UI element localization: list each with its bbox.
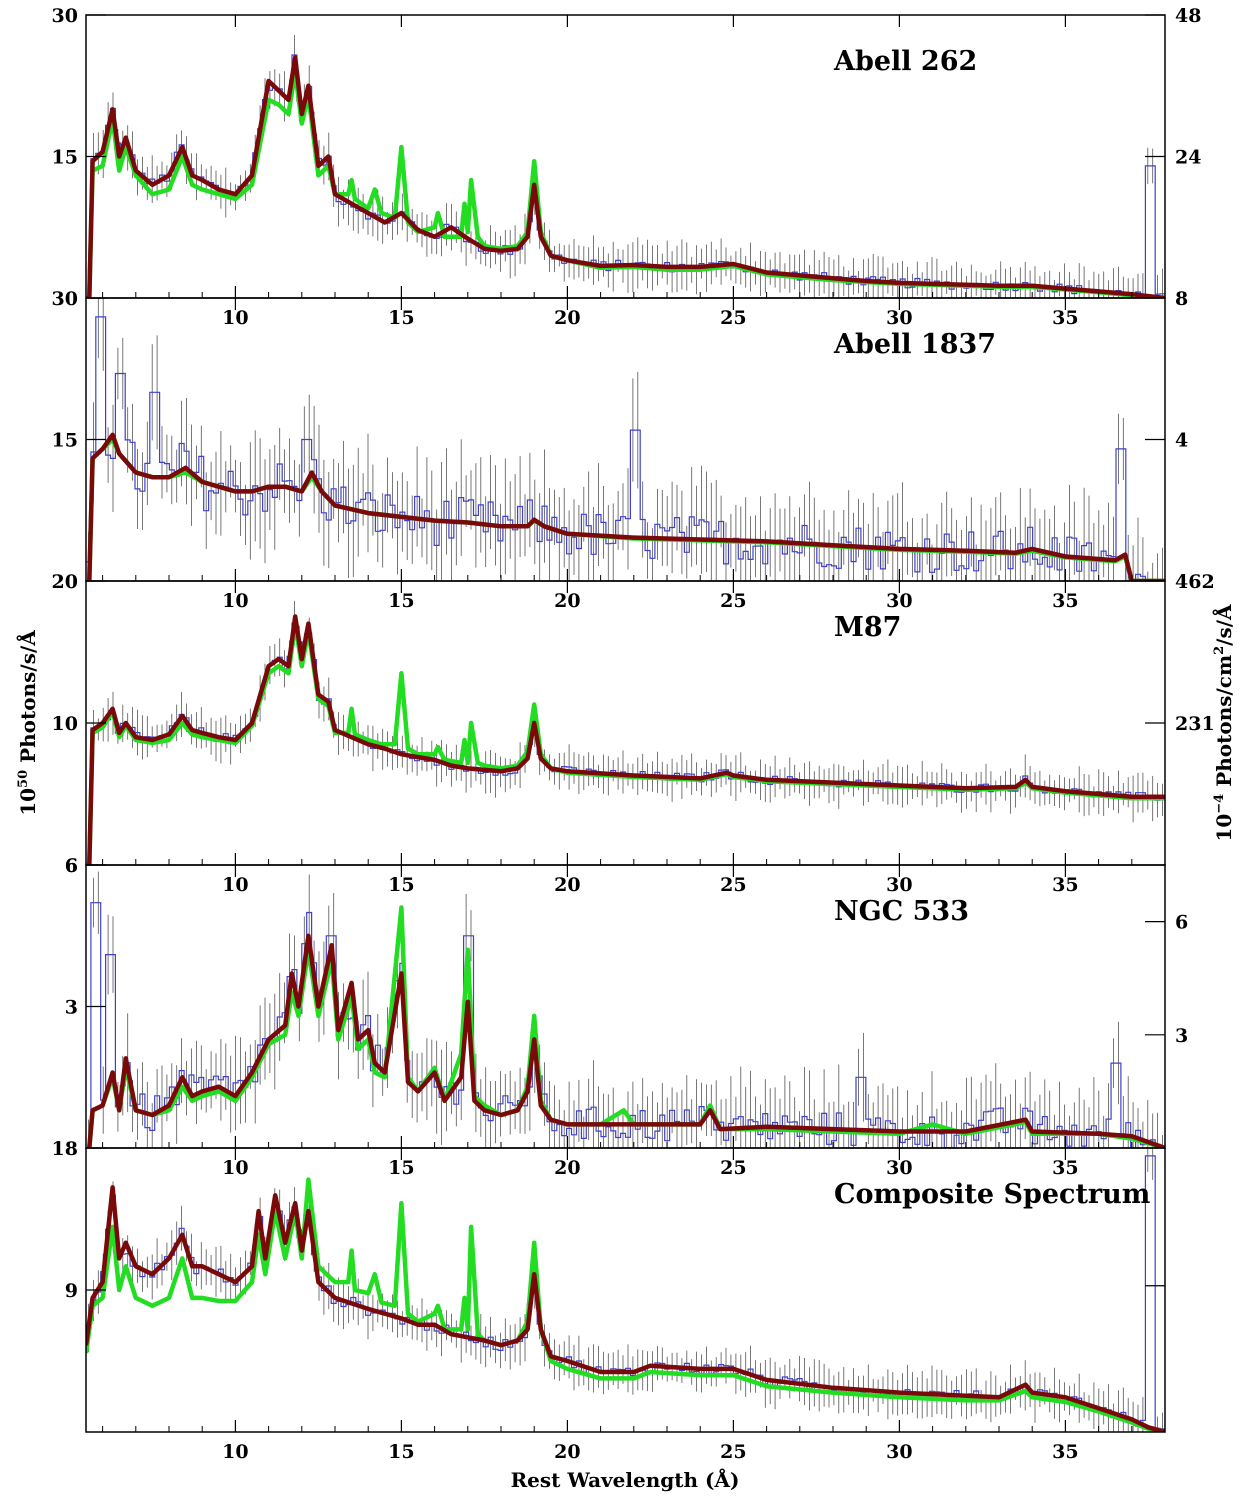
left-tick-label: 30 bbox=[52, 5, 78, 27]
y-axis-right-title-base: 10 bbox=[1212, 814, 1236, 842]
data-histogram bbox=[86, 316, 1165, 581]
left-tick-label: 15 bbox=[52, 147, 78, 169]
model-red-line bbox=[87, 432, 1165, 581]
x-tick-label: 35 bbox=[1052, 307, 1078, 329]
x-tick-label: 30 bbox=[886, 590, 912, 612]
x-tick-label: 25 bbox=[720, 1441, 746, 1463]
left-tick-label: 6 bbox=[65, 855, 78, 877]
x-tick-label: 20 bbox=[554, 590, 580, 612]
x-tick-label: 15 bbox=[388, 1157, 414, 1179]
x-tick-label: 35 bbox=[1052, 1441, 1078, 1463]
x-tick-label: 35 bbox=[1052, 874, 1078, 896]
data-errorbars bbox=[88, 871, 1163, 1148]
panel-title: NGC 533 bbox=[834, 896, 969, 927]
model-green-line bbox=[87, 621, 1165, 865]
right-tick-label: 24 bbox=[1175, 147, 1201, 169]
panel-1: 10 15 20 25 30 35 30 15 48 24 Abell 262 bbox=[52, 5, 1202, 329]
x-tick-label: 15 bbox=[388, 874, 414, 896]
x-tick-label: 20 bbox=[554, 874, 580, 896]
y-axis-left-title-base: 10 bbox=[16, 788, 40, 816]
x-tick-label: 20 bbox=[554, 1441, 580, 1463]
x-tick-label: 25 bbox=[720, 874, 746, 896]
x-tick-label: 25 bbox=[720, 1157, 746, 1179]
model-red-line bbox=[87, 55, 1165, 298]
model-red-line bbox=[87, 933, 1165, 1148]
y-axis-right-title-unit: Photons/cm bbox=[1212, 655, 1236, 794]
x-tick-label: 30 bbox=[886, 1157, 912, 1179]
y-axis-right-title-exponent: −4 bbox=[1212, 794, 1227, 814]
x-tick-label: 30 bbox=[886, 1441, 912, 1463]
data-histogram bbox=[86, 622, 1165, 864]
y-axis-left-title: 1050 Photons/s/Å bbox=[16, 630, 40, 816]
y-axis-right-title: 10−4 Photons/cm2/s/Å bbox=[1212, 604, 1236, 842]
x-tick-label: 35 bbox=[1052, 1157, 1078, 1179]
right-tick-label: 8 bbox=[1175, 288, 1188, 310]
panel-plot-area-1 bbox=[86, 35, 1165, 298]
right-tick-label: 6 bbox=[1175, 912, 1188, 934]
left-tick-label: 3 bbox=[65, 997, 78, 1019]
left-tick-label: 20 bbox=[52, 571, 78, 593]
x-tick-label: 20 bbox=[554, 1157, 580, 1179]
panel-4: 10 15 20 25 30 35 6 3 6 3 NGC 533 bbox=[65, 855, 1188, 1179]
y-axis-left-title-unit: Photons/s/Å bbox=[16, 630, 40, 770]
x-tick-label: 15 bbox=[388, 590, 414, 612]
x-tick-label: 15 bbox=[388, 307, 414, 329]
x-tick-label: 20 bbox=[554, 307, 580, 329]
y-axis-right-title-unit-end: /s/Å bbox=[1212, 604, 1236, 646]
left-tick-label: 18 bbox=[52, 1138, 78, 1160]
data-errorbars bbox=[88, 35, 1163, 298]
x-tick-label: 35 bbox=[1052, 590, 1078, 612]
x-tick-label: 15 bbox=[388, 1441, 414, 1463]
panel-3: 10 15 20 25 30 35 20 10 6 462 231 M87 bbox=[52, 571, 1215, 896]
left-tick-label: 30 bbox=[52, 288, 78, 310]
data-errorbars bbox=[88, 600, 1163, 865]
model-red-line bbox=[86, 1185, 1165, 1432]
x-tick-label: 10 bbox=[222, 874, 248, 896]
panel-title: Composite Spectrum bbox=[834, 1179, 1150, 1210]
left-tick-label: 10 bbox=[52, 713, 78, 735]
model-red-line bbox=[87, 614, 1165, 865]
left-tick-label: 6 bbox=[65, 855, 78, 877]
right-tick-label: 231 bbox=[1175, 713, 1215, 735]
x-tick-label: 25 bbox=[720, 307, 746, 329]
panel-plot-area-2 bbox=[86, 298, 1165, 581]
panel-plot-area-3 bbox=[86, 600, 1165, 865]
panel-title: Abell 262 bbox=[833, 46, 977, 77]
data-histogram bbox=[86, 54, 1165, 298]
labels-layer: Rest Wavelength (Å) 1050 Photons/s/Å 10−… bbox=[16, 604, 1236, 1492]
left-tick-label: 15 bbox=[52, 430, 78, 452]
panel-2: 10 15 20 25 30 35 30 15 8 4 Abell 1837 bbox=[52, 288, 1189, 612]
panel-title: M87 bbox=[834, 612, 901, 643]
left-tick-label: 9 bbox=[65, 1280, 78, 1302]
x-tick-label: 10 bbox=[222, 590, 248, 612]
x-tick-label: 30 bbox=[886, 874, 912, 896]
panel-plot-area-5 bbox=[86, 1148, 1165, 1432]
model-green-line bbox=[86, 1177, 1165, 1432]
right-tick-label: 462 bbox=[1175, 571, 1215, 593]
x-tick-label: 25 bbox=[720, 590, 746, 612]
x-tick-label: 30 bbox=[886, 307, 912, 329]
panel-frame bbox=[85, 864, 1166, 1149]
right-tick-label: 3 bbox=[1175, 1025, 1188, 1047]
panel-title: Abell 1837 bbox=[833, 329, 996, 360]
panel-frame bbox=[85, 14, 1166, 299]
right-tick-label: 48 bbox=[1175, 5, 1201, 27]
y-axis-right-title-superscript: 2 bbox=[1212, 646, 1227, 655]
x-axis-title: Rest Wavelength (Å) bbox=[511, 1468, 740, 1492]
x-tick-label: 10 bbox=[222, 1441, 248, 1463]
panel-5: 10 15 20 25 30 35 18 9 Composite Spectrum bbox=[52, 1138, 1166, 1463]
panel-plot-area-4 bbox=[86, 871, 1165, 1148]
panel-frame bbox=[85, 580, 1166, 866]
x-tick-label: 10 bbox=[222, 1157, 248, 1179]
right-tick-label: 4 bbox=[1175, 430, 1188, 452]
y-axis-left-title-exponent: 50 bbox=[16, 770, 31, 788]
x-tick-label: 10 bbox=[222, 307, 248, 329]
